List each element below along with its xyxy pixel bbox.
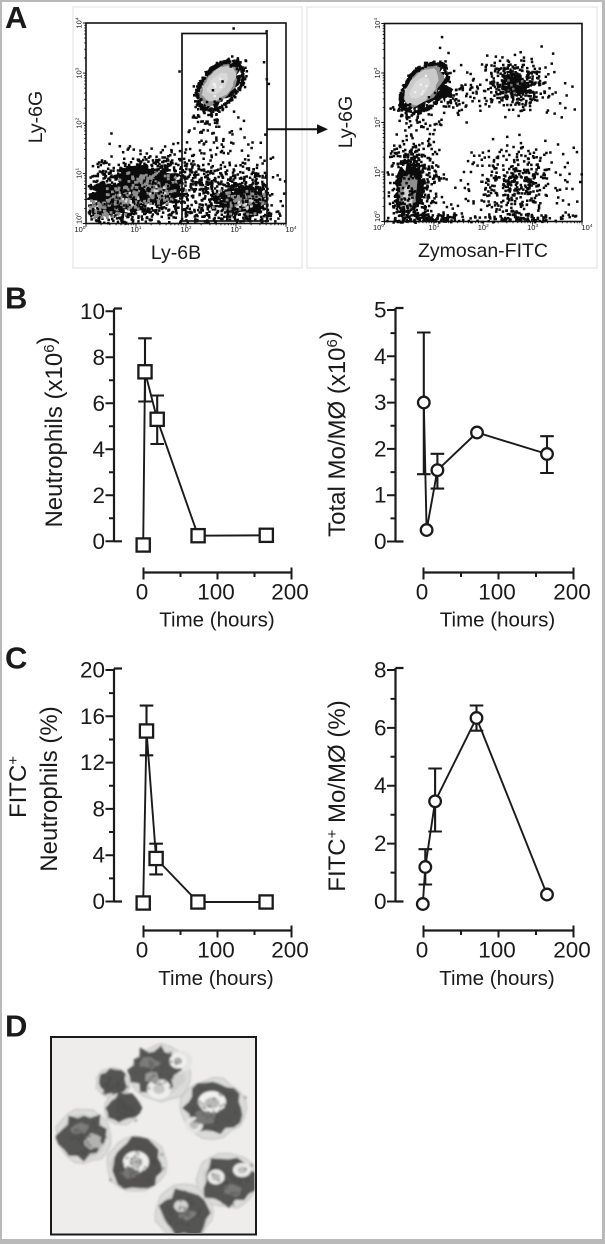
svg-text:FITC+ Mo/MØ (%): FITC+ Mo/MØ (%) [324,700,351,891]
svg-text:A: A [5,0,27,35]
svg-text:100: 100 [197,580,235,605]
svg-text:Ly-6B: Ly-6B [151,242,201,264]
svg-text:103: 103 [527,223,538,232]
svg-text:Ly-6G: Ly-6G [335,96,357,148]
svg-text:102: 102 [75,117,84,128]
svg-text:101: 101 [428,223,439,232]
svg-text:200: 200 [271,580,309,605]
svg-text:8: 8 [92,345,105,370]
svg-text:0: 0 [416,938,429,963]
svg-text:100: 100 [373,211,382,222]
svg-text:12: 12 [80,750,105,775]
svg-text:104: 104 [373,18,382,29]
svg-text:102: 102 [478,223,489,232]
svg-text:5: 5 [374,298,387,323]
svg-text:10: 10 [80,299,105,324]
svg-text:100: 100 [75,213,84,224]
svg-text:100: 100 [373,223,384,232]
svg-text:100: 100 [75,225,86,234]
svg-text:4: 4 [374,344,387,369]
svg-text:6: 6 [374,715,387,740]
svg-text:102: 102 [181,225,192,234]
svg-text:0: 0 [136,580,149,605]
svg-text:4: 4 [92,437,105,462]
svg-text:104: 104 [75,17,84,28]
svg-text:103: 103 [75,67,84,78]
svg-text:101: 101 [373,166,382,177]
svg-text:Zymosan-FITC: Zymosan-FITC [418,240,548,262]
svg-text:200: 200 [271,938,309,963]
svg-text:0: 0 [416,580,429,605]
svg-text:4: 4 [374,773,387,798]
svg-text:8: 8 [92,796,105,821]
svg-text:0: 0 [92,889,105,914]
svg-text:Time (hours): Time (hours) [439,967,554,990]
svg-text:20: 20 [80,658,105,683]
svg-text:2: 2 [374,436,387,461]
svg-text:100: 100 [478,580,516,605]
svg-text:200: 200 [553,580,591,605]
svg-text:Time (hours): Time (hours) [440,609,555,632]
svg-text:100: 100 [478,938,516,963]
svg-text:0: 0 [374,889,387,914]
svg-text:2: 2 [92,483,105,508]
svg-text:100: 100 [197,938,235,963]
svg-text:Neutrophils (%): Neutrophils (%) [36,706,63,871]
svg-text:101: 101 [75,168,84,179]
svg-text:101: 101 [131,225,142,234]
svg-text:102: 102 [373,117,382,128]
svg-text:1: 1 [374,483,387,508]
svg-text:Time (hours): Time (hours) [159,609,274,632]
svg-text:FITC+: FITC+ [5,756,32,818]
svg-text:104: 104 [582,223,593,232]
svg-text:Time (hours): Time (hours) [158,967,273,990]
svg-text:B: B [5,281,27,316]
svg-text:3: 3 [374,390,387,415]
svg-text:0: 0 [92,529,105,554]
svg-text:0: 0 [374,529,387,554]
svg-text:2: 2 [374,831,387,856]
svg-text:103: 103 [373,67,382,78]
svg-text:8: 8 [374,658,387,683]
svg-text:16: 16 [80,704,105,729]
svg-text:4: 4 [92,843,105,868]
svg-text:D: D [5,1009,27,1044]
svg-text:6: 6 [92,391,105,416]
svg-text:104: 104 [286,225,297,234]
svg-text:Ly-6G: Ly-6G [25,91,47,143]
svg-text:200: 200 [553,938,591,963]
svg-text:0: 0 [136,938,149,963]
svg-text:103: 103 [231,225,242,234]
svg-text:C: C [5,641,27,676]
